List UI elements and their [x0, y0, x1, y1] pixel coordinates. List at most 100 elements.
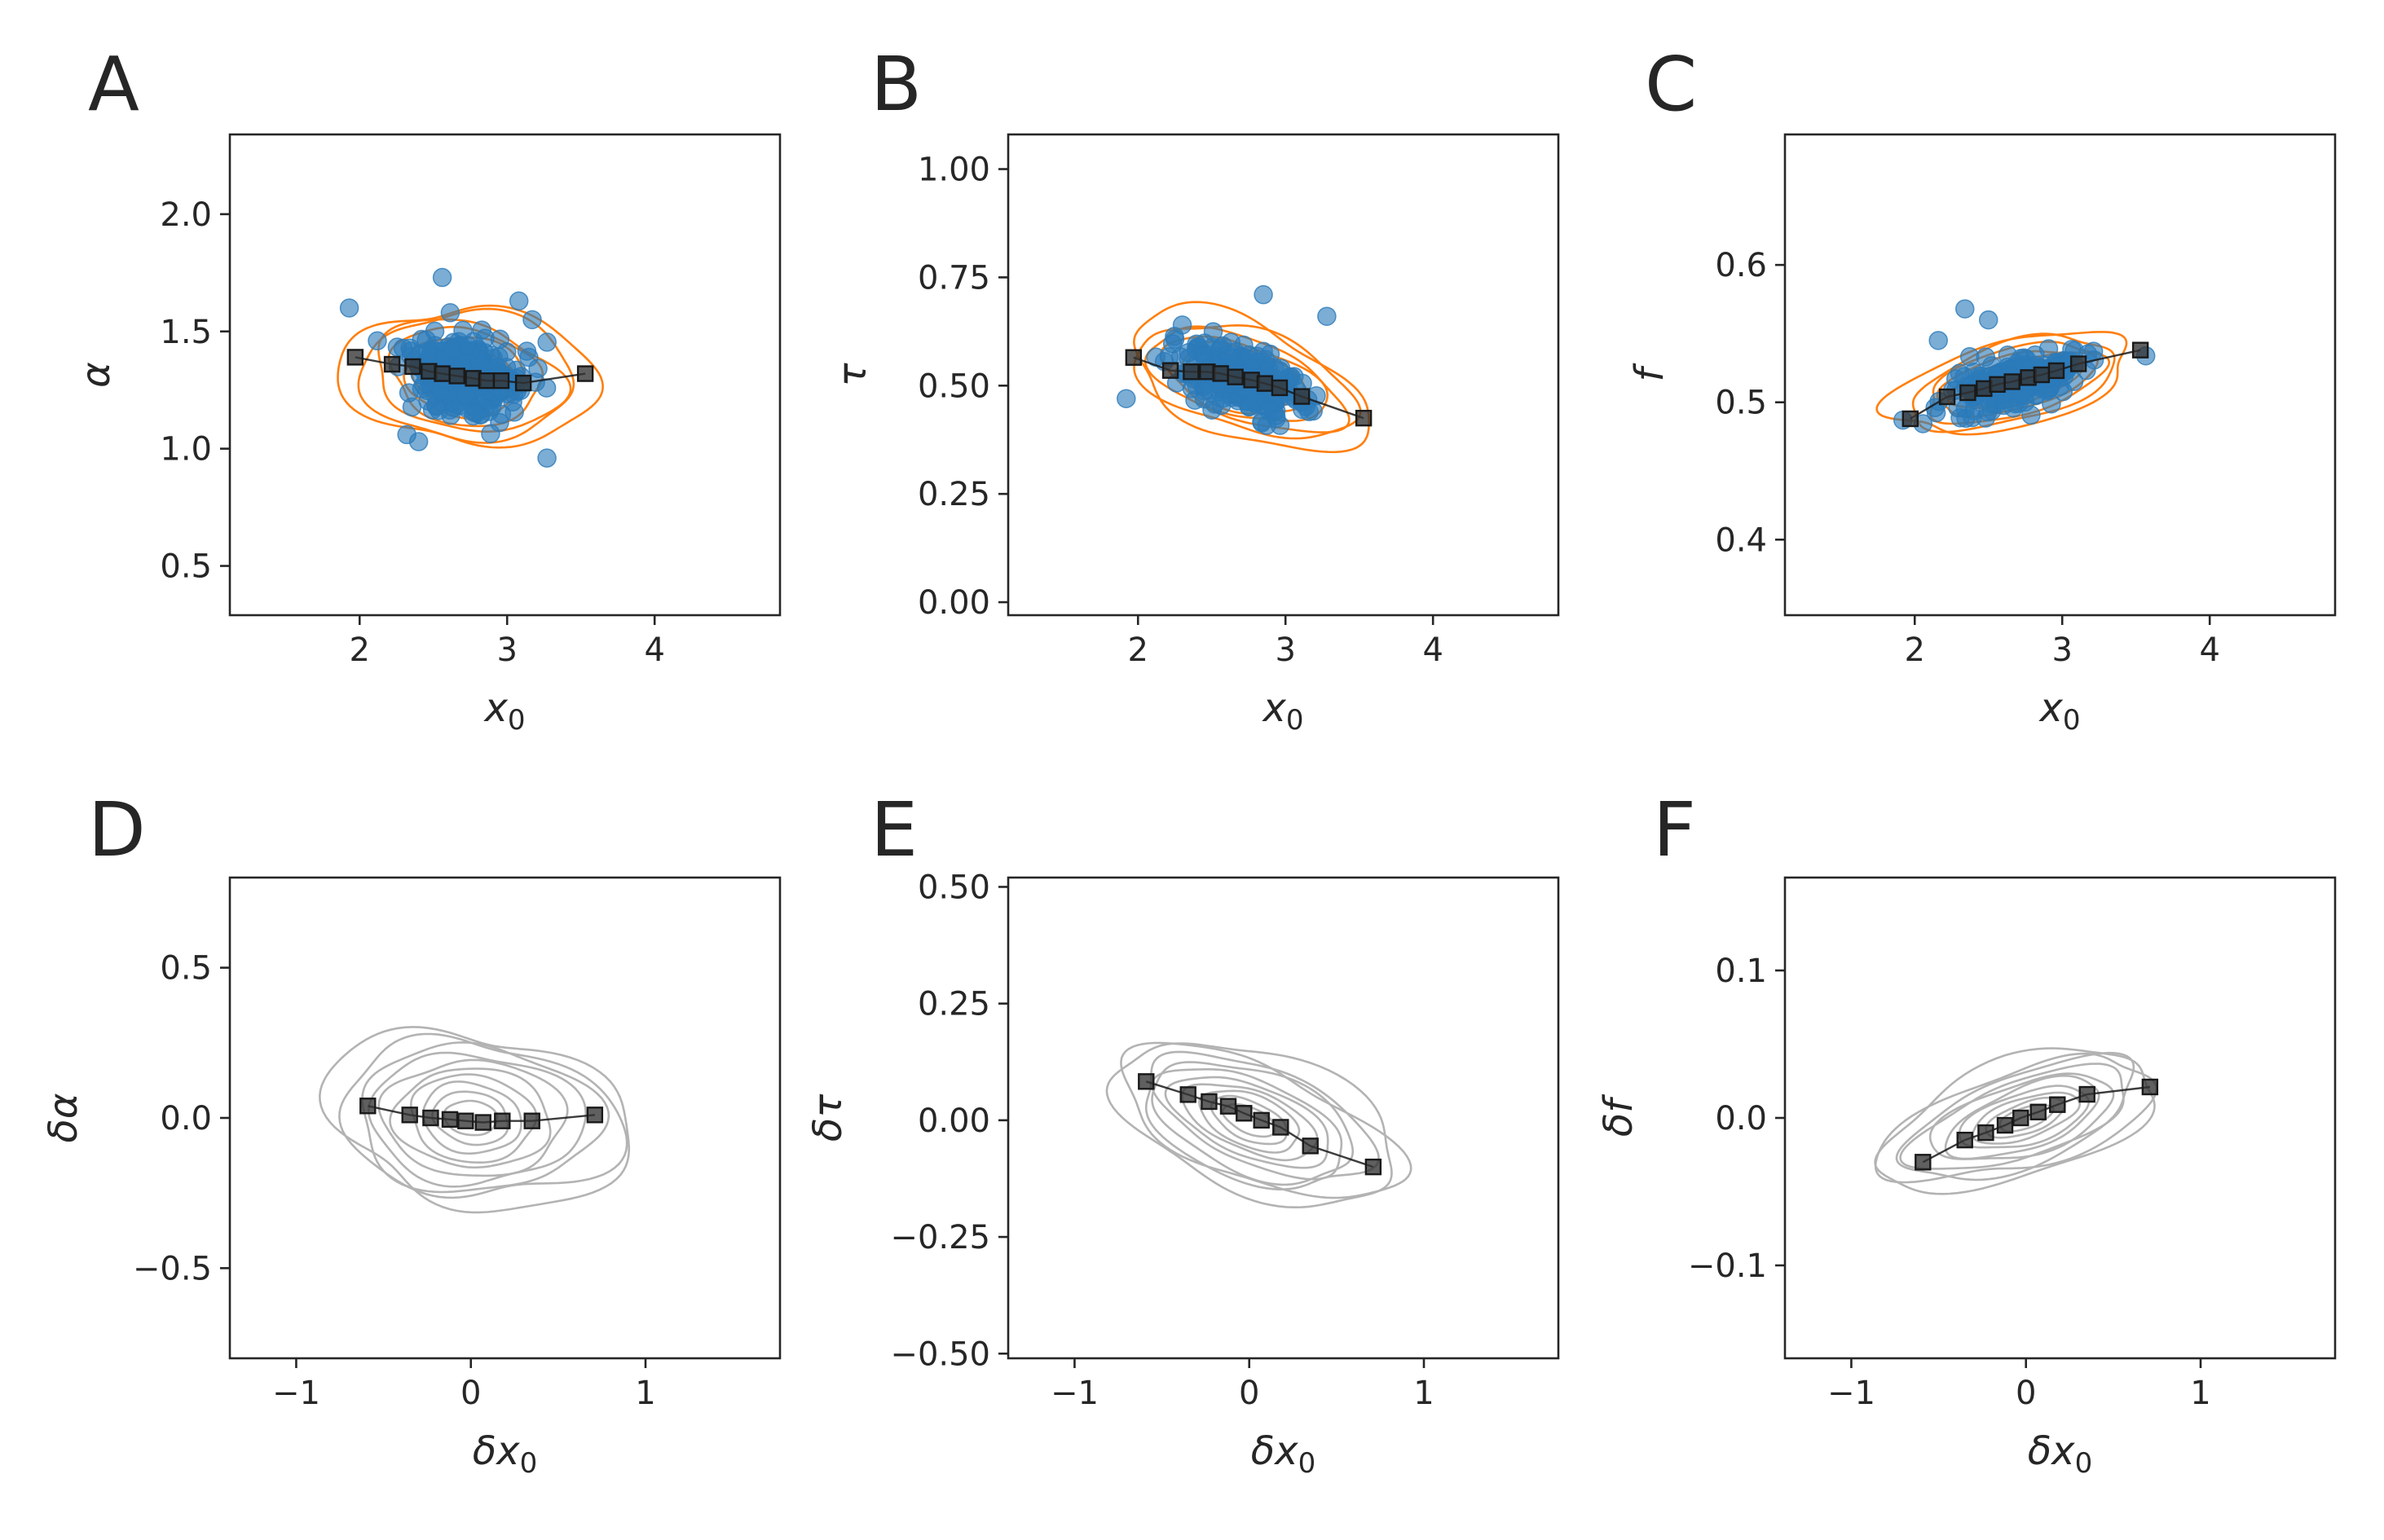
contour-line-e-9 [1105, 1042, 1393, 1209]
scatter-point [455, 385, 475, 405]
scatter-point-outlier [537, 448, 557, 468]
x-tick-label: 4 [1422, 631, 1443, 669]
y-tick-label: 1.5 [160, 314, 212, 351]
binned-mean-marker [1977, 1124, 1994, 1142]
x-axis-label-main: x [483, 685, 508, 731]
binned-mean-marker [1227, 368, 1244, 385]
binned-mean-marker [576, 365, 594, 382]
binned-mean-marker [404, 358, 421, 376]
panel-c: 2 3 4 0.4 0.5 0.6 x0 f C [1627, 41, 2337, 737]
contour-line-f-2 [1972, 1091, 2082, 1145]
panel-label: A [88, 41, 139, 128]
x-axis-label-prefix: δ [1251, 1428, 1275, 1474]
scatter-point [1950, 363, 1970, 383]
x-tick-label: 3 [1275, 631, 1295, 669]
x-tick-label: 3 [2051, 631, 2072, 669]
x-tick-label: 3 [496, 631, 517, 669]
panel-label: B [870, 41, 922, 128]
scatter-point [490, 412, 509, 433]
scatter-point-outlier [522, 310, 542, 330]
x-axis-label-prefix: δ [473, 1428, 496, 1474]
x-axis-label: δx0 [2028, 1428, 2092, 1480]
x-axis-label-subscript: 0 [1298, 1447, 1316, 1480]
panel-label: F [1653, 786, 1696, 873]
axes-frame-e [1007, 876, 1560, 1360]
binned-mean-marker [401, 1107, 418, 1124]
scatter-point-outlier [1117, 389, 1136, 408]
x-axis-label: x0 [2038, 685, 2080, 737]
binned-mean-marker [1219, 1098, 1237, 1115]
binned-mean-marker [2078, 1085, 2095, 1103]
x-tick-label: 4 [644, 631, 664, 669]
binned-mean-marker [434, 365, 451, 382]
binned-mean-marker [2049, 1096, 2066, 1113]
y-tick-label: 0.5 [1715, 385, 1767, 422]
binned-mean-marker [2047, 362, 2065, 380]
x-tick-label: 2 [1128, 631, 1148, 669]
y-tick-label: 0.4 [1715, 521, 1767, 559]
binned-mean-marker [2141, 1078, 2159, 1096]
binned-mean-marker [383, 355, 401, 373]
scatter-point [402, 397, 422, 417]
contour-line-b-6 [1133, 323, 1362, 440]
panel-b: 2 3 4 0.00 0.25 0.50 0.75 1.00 x0 τ B [830, 41, 1560, 737]
binned-mean-marker [1996, 1116, 2014, 1134]
x-tick-label: 2 [350, 631, 370, 669]
binned-mean-marker [2029, 1103, 2047, 1120]
y-tick-label: 1.0 [160, 431, 212, 469]
binned-mean-marker [1236, 1105, 1253, 1122]
x-axis-label-subscript: 0 [508, 704, 526, 737]
contour-line-e-6 [1151, 1061, 1355, 1186]
scatter-point [458, 336, 478, 355]
scatter-point [1185, 390, 1205, 410]
scatter-point [1211, 395, 1232, 416]
binned-mean-marker [1355, 409, 1373, 427]
binned-mean-marker [474, 1114, 491, 1131]
panel-f: −1 0 1 −0.1 0.0 0.1 δx0 δf F [1596, 786, 2337, 1480]
scatter-point-outlier [1221, 332, 1241, 352]
x-axis-label: δx0 [1251, 1428, 1315, 1480]
scatter-point [517, 341, 537, 361]
x-axis-label: x0 [483, 685, 525, 737]
contour-line-f-8 [1874, 1052, 2158, 1184]
binned-mean-marker [514, 374, 532, 392]
scatter-point-outlier [509, 291, 529, 311]
binned-mean-marker [1125, 349, 1143, 366]
binned-mean-marker [1989, 376, 2006, 393]
binned-mean-marker [1256, 375, 1274, 392]
binned-mean-marker [346, 349, 364, 366]
y-tick-label: 0.25 [918, 986, 990, 1023]
y-tick-label: 0.25 [918, 476, 990, 513]
y-tick-label: 0.0 [1715, 1100, 1767, 1137]
scatter-point [536, 378, 557, 398]
axes-frame-c [1783, 133, 2337, 617]
plot-area-f [1874, 1047, 2159, 1195]
binned-mean-marker [1901, 410, 1919, 428]
scatter-point [1260, 344, 1280, 364]
plot-area-e [1105, 1041, 1412, 1209]
scatter-point [1271, 359, 1291, 378]
binned-mean-marker [359, 1098, 377, 1115]
scatter-point [418, 391, 438, 411]
binned-mean-marker [1938, 388, 1956, 406]
y-tick-label: −0.50 [890, 1335, 990, 1373]
y-axis-label: δα [41, 1093, 86, 1142]
scatter-point [1964, 401, 1985, 421]
y-tick-label: 0.00 [918, 584, 990, 622]
x-axis-label-main: x [495, 1428, 520, 1474]
y-tick-label: 1.00 [918, 152, 990, 189]
scatter-point-outlier [1299, 402, 1319, 421]
binned-mean-marker [1302, 1137, 1319, 1155]
contour-line-d-4 [389, 1067, 552, 1169]
binned-mean-marker [1271, 379, 1289, 397]
y-axis-label: α [73, 362, 119, 388]
y-tick-label: 0.50 [918, 367, 990, 405]
panel-a: 2 3 4 0.5 1.0 1.5 2.0 x0 α A [73, 41, 782, 737]
scatter-point-outlier [1254, 284, 1273, 305]
panel-label: E [870, 786, 918, 873]
scatter-point [1257, 416, 1276, 435]
binned-mean-marker [1956, 1131, 1973, 1149]
binned-mean-marker [492, 372, 510, 389]
y-axis-label: τ [830, 362, 875, 386]
scatter-point-outlier [1978, 310, 1998, 330]
